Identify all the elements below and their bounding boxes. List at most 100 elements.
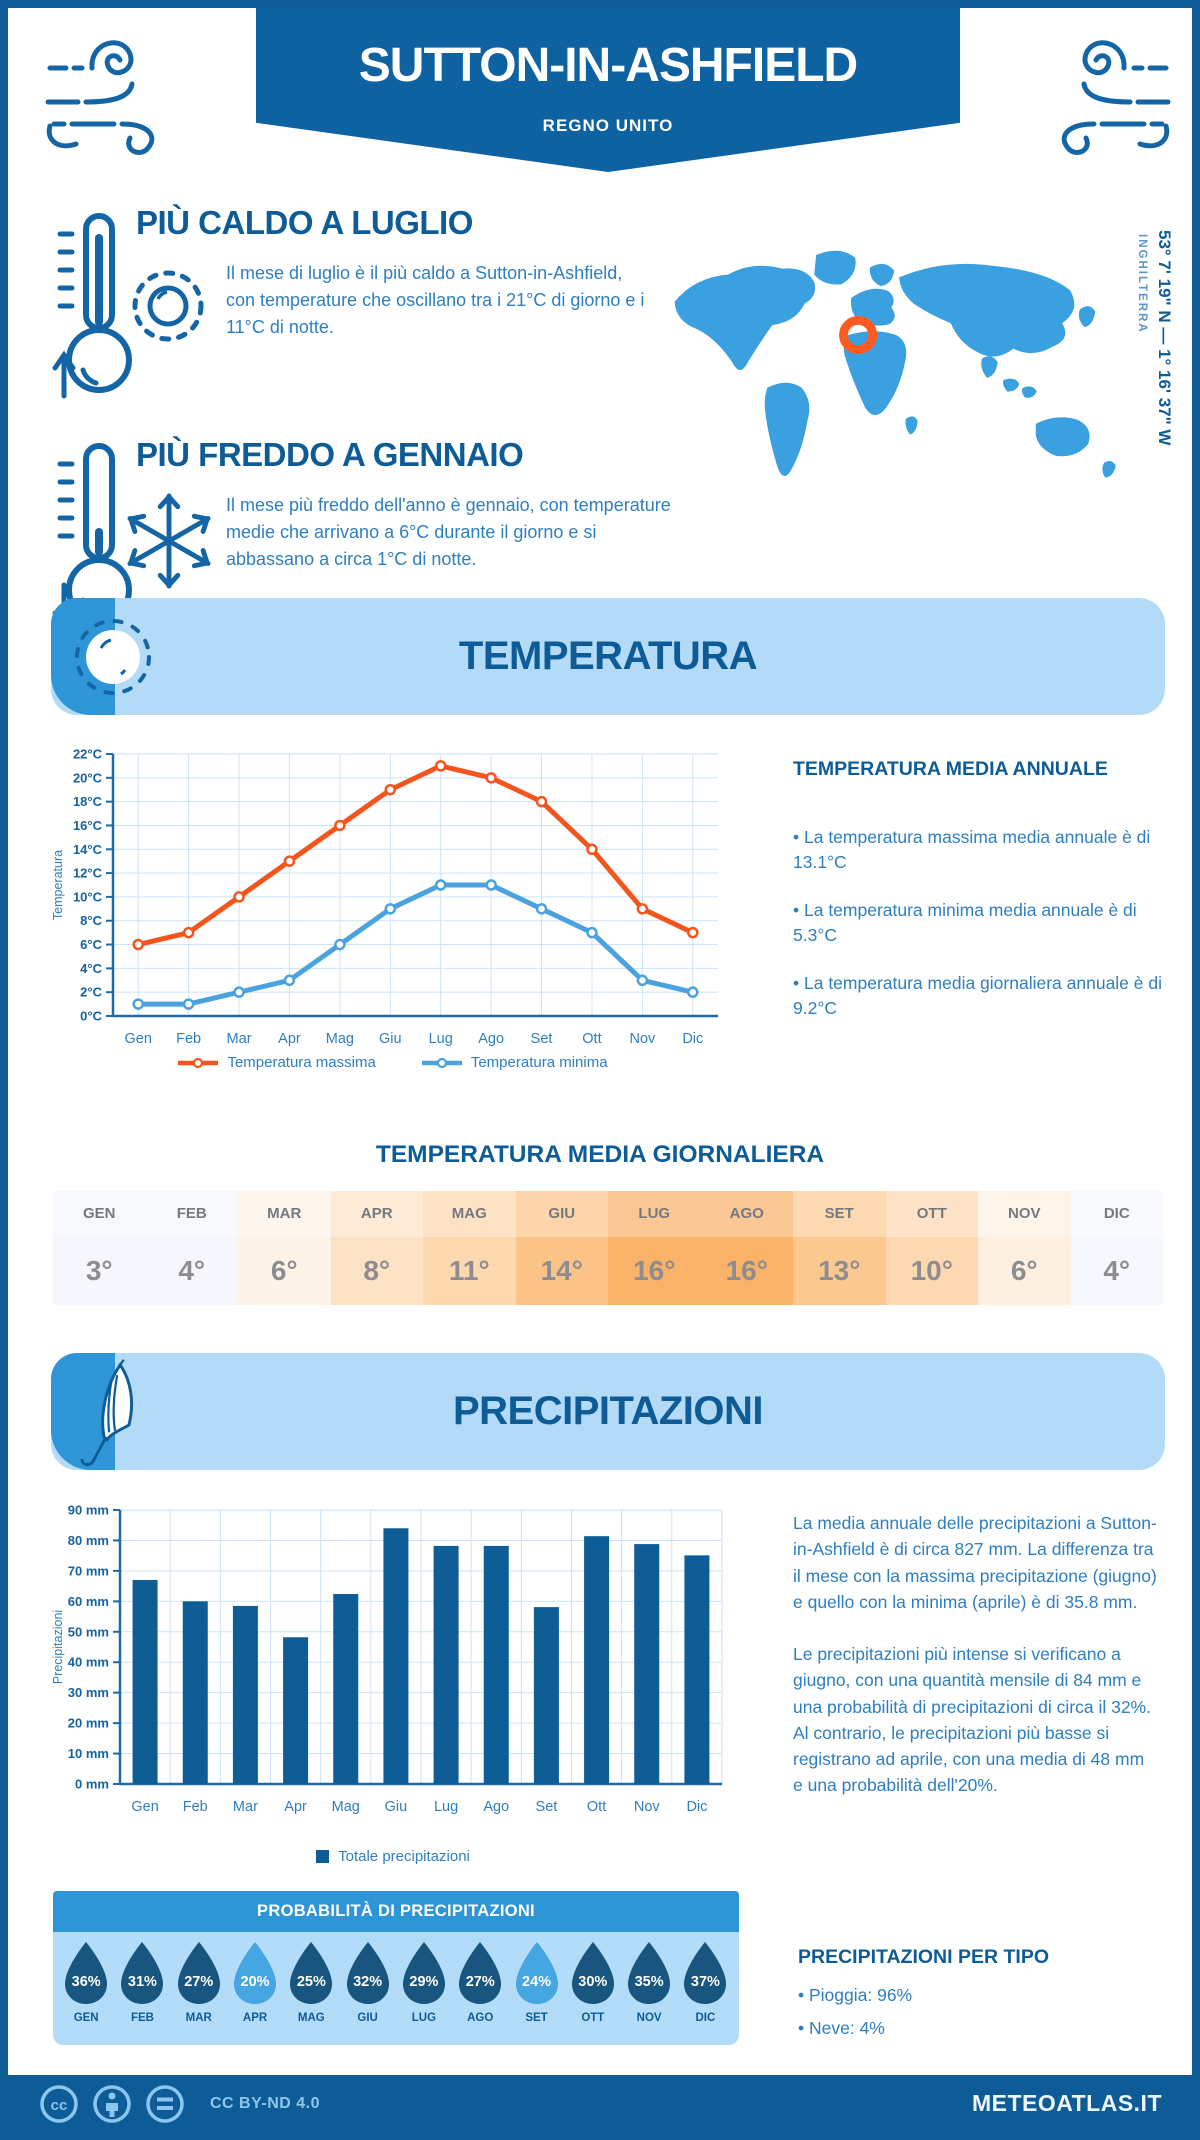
svg-text:Feb: Feb bbox=[183, 1799, 208, 1815]
daily-table-month: FEB bbox=[145, 1191, 238, 1237]
droplet-percentage: 29% bbox=[409, 1974, 439, 1990]
daily-table-month: APR bbox=[330, 1191, 423, 1237]
droplet-percentage: 32% bbox=[353, 1974, 383, 1990]
probability-droplet: 20% APR bbox=[227, 1940, 283, 2045]
droplet-month: LUG bbox=[411, 2012, 437, 2024]
svg-text:Mag: Mag bbox=[326, 1031, 354, 1047]
daily-table-month: NOV bbox=[978, 1191, 1071, 1237]
probability-header: PROBABILITÀ DI PRECIPITAZIONI bbox=[53, 1891, 739, 1932]
svg-text:20 mm: 20 mm bbox=[68, 1716, 109, 1731]
droplet-icon bbox=[121, 1942, 164, 2004]
temperature-banner: TEMPERATURA bbox=[51, 598, 1165, 715]
svg-text:40 mm: 40 mm bbox=[68, 1655, 109, 1670]
location-region: INGHILTERRA bbox=[1136, 234, 1148, 334]
probability-droplet: 24% SET bbox=[508, 1940, 564, 2045]
probability-droplet: 27% MAR bbox=[171, 1940, 227, 2045]
cold-text: Il mese più freddo dell'anno è gennaio, … bbox=[226, 495, 671, 569]
annual-stats-title: TEMPERATURA MEDIA ANNUALE bbox=[793, 758, 1108, 780]
svg-text:Lug: Lug bbox=[429, 1031, 453, 1047]
daily-table-value: 10° bbox=[885, 1237, 978, 1305]
license-text: CC BY-ND 4.0 bbox=[210, 2094, 321, 2112]
precipitation-text-block: La media annuale delle precipitazioni a … bbox=[793, 1510, 1158, 1825]
svg-text:Nov: Nov bbox=[629, 1031, 656, 1047]
daily-table-month: OTT bbox=[885, 1191, 978, 1237]
site-name: METEOATLAS.IT bbox=[971, 2090, 1162, 2116]
svg-text:cc: cc bbox=[51, 2097, 68, 2114]
precipitation-paragraph: Le precipitazioni più intense si verific… bbox=[793, 1644, 1151, 1796]
droplet-month: AGO bbox=[467, 2012, 494, 2024]
sun-banner-icon bbox=[75, 619, 151, 695]
svg-text:10 mm: 10 mm bbox=[68, 1746, 109, 1761]
svg-text:Lug: Lug bbox=[434, 1799, 458, 1815]
svg-text:Apr: Apr bbox=[278, 1031, 301, 1047]
svg-text:Mag: Mag bbox=[332, 1799, 360, 1815]
droplet-percentage: 20% bbox=[240, 1974, 270, 1990]
svg-text:4°C: 4°C bbox=[80, 961, 102, 976]
legend-item: Temperatura massima bbox=[178, 1054, 376, 1071]
precipitation-types-list: • Pioggia: 96% • Neve: 4% bbox=[798, 1983, 1158, 2042]
precipitation-paragraph: La media annuale delle precipitazioni a … bbox=[793, 1513, 1157, 1612]
precipitation-bar-chart: 0 mm 10 mm 20 mm 30 mm 40 mm 50 mm 60 mm 70 mm 8… bbox=[51, 1503, 723, 1815]
hot-title: PIÙ CALDO A LUGLIO bbox=[136, 204, 473, 241]
svg-text:20°C: 20°C bbox=[73, 770, 103, 785]
probability-droplet: 25% MAG bbox=[283, 1940, 339, 2045]
svg-text:0°C: 0°C bbox=[80, 1009, 102, 1024]
daily-table-value: 16° bbox=[700, 1237, 793, 1305]
bullet-item: • La temperatura media giornaliera annua… bbox=[793, 972, 1162, 1018]
cc-by-icon bbox=[93, 2084, 131, 2123]
droplet-month: FEB bbox=[130, 2012, 154, 2024]
world-map bbox=[674, 250, 1116, 478]
cc-license-icons: cc bbox=[40, 2084, 184, 2123]
droplet-percentage: 36% bbox=[71, 1974, 101, 1990]
svg-text:Dic: Dic bbox=[686, 1799, 707, 1815]
droplet-percentage: 24% bbox=[522, 1974, 552, 1990]
daily-table-value-row: 3° 4° 6° 8° 11° 14° 16° 16° 13° 10° 6° 4° bbox=[53, 1237, 1163, 1305]
probability-droplet: 30% OTT bbox=[565, 1940, 621, 2045]
daily-table-month: GIU bbox=[515, 1191, 608, 1237]
droplet-percentage: 35% bbox=[634, 1974, 664, 1990]
probability-droplet: 31% FEB bbox=[114, 1940, 170, 2045]
svg-text:10°C: 10°C bbox=[73, 889, 103, 904]
svg-text:Feb: Feb bbox=[176, 1031, 201, 1047]
svg-text:22°C: 22°C bbox=[73, 747, 103, 762]
svg-text:90 mm: 90 mm bbox=[68, 1503, 109, 1518]
svg-text:6°C: 6°C bbox=[80, 937, 102, 952]
droplet-percentage: 30% bbox=[578, 1974, 608, 1990]
annual-stats-block: TEMPERATURA MEDIA ANNUALE • La temperatu… bbox=[793, 758, 1165, 1043]
precipitation-chart-legend: Totale precipitazioni bbox=[48, 1848, 738, 1865]
temperature-chart-legend: Temperatura massima Temperatura minima bbox=[48, 1054, 738, 1071]
svg-text:Set: Set bbox=[531, 1031, 553, 1047]
droplet-icon bbox=[684, 1942, 727, 2004]
cold-title: PIÙ FREDDO A GENNAIO bbox=[136, 436, 524, 473]
svg-text:30 mm: 30 mm bbox=[68, 1685, 109, 1700]
sun-icon bbox=[132, 270, 204, 342]
legend-line-marker bbox=[178, 1057, 219, 1068]
daily-table-month: DIC bbox=[1070, 1191, 1163, 1237]
page-subtitle: REGNO UNITO bbox=[542, 116, 674, 135]
page-title: SUTTON-IN-ASHFIELD bbox=[358, 39, 858, 92]
droplet-month: SET bbox=[525, 2012, 548, 2024]
svg-text:Gen: Gen bbox=[124, 1031, 151, 1047]
droplet-icon bbox=[628, 1942, 671, 2004]
droplet-month: APR bbox=[242, 2012, 268, 2024]
svg-text:Set: Set bbox=[536, 1799, 558, 1815]
daily-table-value: 13° bbox=[793, 1237, 886, 1305]
precipitation-types-title: PRECIPITAZIONI PER TIPO bbox=[798, 1946, 1049, 1968]
svg-text:Giu: Giu bbox=[379, 1031, 402, 1047]
svg-text:Giu: Giu bbox=[385, 1799, 408, 1815]
probability-droplet: 37% DIC bbox=[677, 1940, 733, 2045]
thermometer-hot-icon bbox=[52, 213, 132, 399]
droplet-percentage: 27% bbox=[184, 1974, 214, 1990]
droplet-icon bbox=[346, 1942, 389, 2004]
wind-icon bbox=[45, 40, 155, 155]
svg-text:Mar: Mar bbox=[227, 1031, 252, 1047]
annual-stats-list: • La temperatura massima media annuale è… bbox=[793, 825, 1165, 1021]
svg-text:2°C: 2°C bbox=[80, 985, 102, 1000]
snowflake-icon bbox=[127, 493, 211, 589]
umbrella-icon bbox=[80, 1359, 134, 1467]
daily-table-month: SET bbox=[793, 1191, 886, 1237]
droplet-icon bbox=[177, 1942, 220, 2004]
temperature-section-title: TEMPERATURA bbox=[458, 634, 758, 678]
daily-table-value: 4° bbox=[1070, 1237, 1163, 1305]
